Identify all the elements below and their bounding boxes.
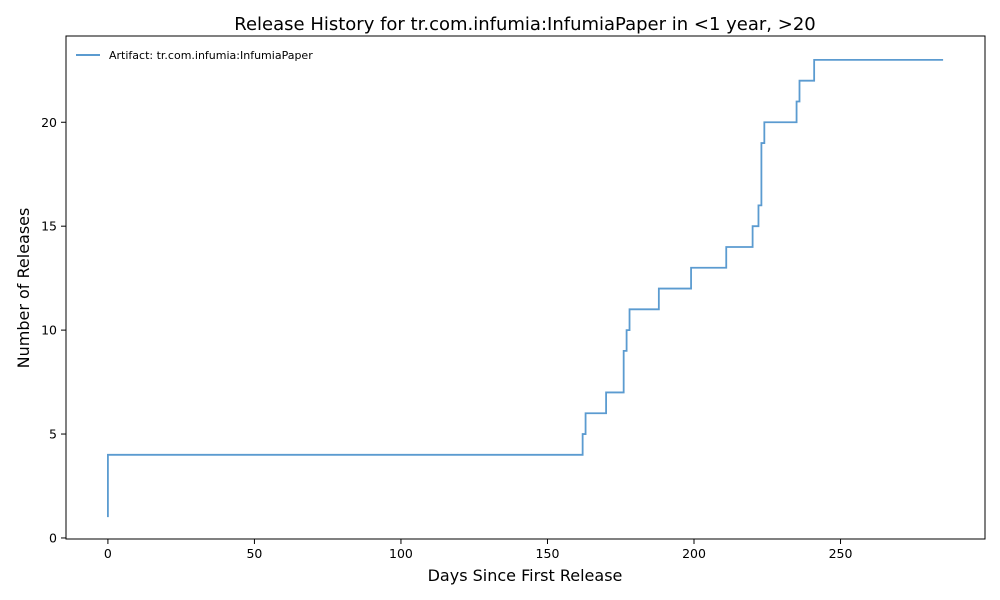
x-axis-ticks: 0 50 100 150 200 250 [104, 539, 853, 561]
x-tick-label: 100 [389, 546, 413, 561]
plot-area-frame [65, 35, 986, 540]
y-tick-label: 10 [41, 323, 57, 338]
series-layer [107, 59, 944, 518]
y-tick-label: 5 [49, 427, 57, 442]
legend: Artifact: tr.com.infumia:InfumiaPaper [76, 49, 313, 62]
y-tick-label: 20 [41, 115, 57, 130]
series-step-line [107, 59, 944, 518]
x-axis-label: Days Since First Release [428, 566, 623, 585]
x-tick-label: 200 [682, 546, 706, 561]
y-tick-label: 0 [49, 530, 57, 545]
x-tick-label: 150 [536, 546, 560, 561]
x-tick-label: 0 [104, 546, 112, 561]
legend-entry-label: Artifact: tr.com.infumia:InfumiaPaper [109, 49, 313, 62]
x-tick-label: 250 [829, 546, 853, 561]
y-axis-label: Number of Releases [14, 208, 33, 369]
y-axis-ticks: 0 5 10 15 20 [41, 115, 66, 545]
x-tick-label: 50 [246, 546, 262, 561]
y-tick-label: 15 [41, 219, 57, 234]
chart-title: Release History for tr.com.infumia:Infum… [234, 14, 815, 35]
